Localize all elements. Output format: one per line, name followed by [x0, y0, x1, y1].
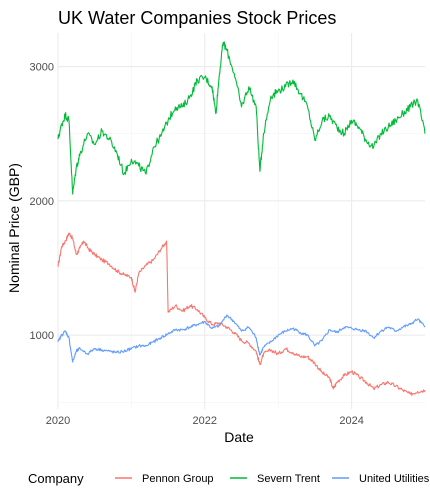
series-line-severn-trent [57, 41, 426, 195]
y-axis-title: Nominal Price (GBP) [6, 163, 22, 293]
x-axis-title: Date [224, 429, 254, 445]
legend-label: United Utilities [359, 473, 430, 485]
y-tick-label: 2000 [30, 196, 54, 208]
legend-label: Pennon Group [142, 473, 214, 485]
y-tick-label: 1000 [30, 330, 54, 342]
x-tick-label: 2022 [193, 415, 217, 427]
chart-legend: Company Pennon Group Severn Trent United U… [28, 471, 430, 486]
y-tick-label: 3000 [30, 62, 54, 74]
x-tick-label: 2020 [46, 415, 70, 427]
legend-label: Severn Trent [257, 473, 320, 485]
legend-items: Pennon Group Severn Trent United Utilities [115, 473, 430, 485]
legend-title: Company [28, 471, 84, 486]
chart-series-lines [57, 41, 426, 396]
x-tick-label: 2024 [339, 415, 363, 427]
y-axis-ticks: 1000 2000 3000 [30, 62, 54, 343]
chart-grid [57, 33, 425, 409]
series-line-pennon-group [57, 232, 426, 396]
x-axis-ticks: 2020 2022 2024 [46, 415, 364, 427]
chart-title: UK Water Companies Stock Prices [58, 8, 336, 28]
series-line-united-utilities [57, 314, 426, 363]
